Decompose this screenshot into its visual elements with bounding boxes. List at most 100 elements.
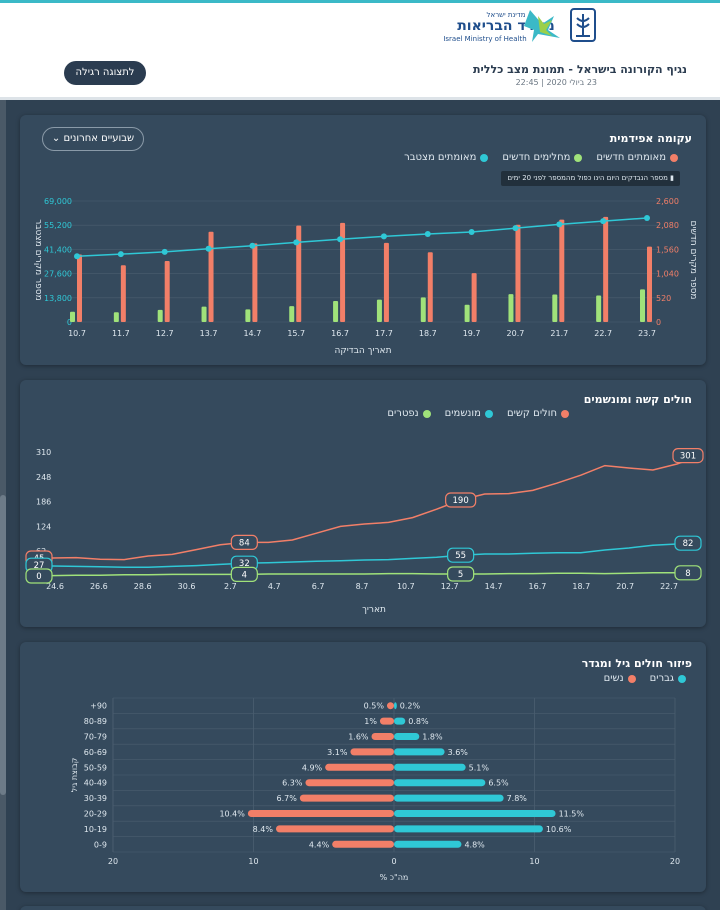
data-label-box	[445, 492, 477, 508]
x-tick-label: 14.7	[485, 582, 503, 591]
legend-item[interactable]: מונשמים	[445, 408, 493, 419]
header-divider	[0, 0, 720, 3]
recovered-bar	[596, 295, 602, 322]
x-tick-label: 20	[670, 857, 680, 866]
data-label: 27	[34, 561, 45, 571]
men-value-label: 10.6%	[546, 825, 572, 834]
panel-title: פיזור חולים גיל ומגדר	[581, 657, 692, 670]
right-tick-label: 0	[656, 318, 661, 327]
men-value-label: 4.8%	[464, 840, 485, 849]
x-tick-label: 22.7	[594, 329, 612, 338]
men-value-label: 3.6%	[448, 748, 469, 757]
regular-view-button[interactable]: לתצוגה רגילה	[64, 61, 146, 85]
age-group-label: 10-19	[84, 825, 107, 834]
period-dropdown-label: שבועיים אחרונים	[63, 133, 135, 144]
recovered-bar	[420, 297, 426, 322]
age-group-label: 30-39	[84, 794, 107, 803]
legend-label: מחלימים חדשים	[502, 152, 571, 163]
cumulative-point	[249, 242, 256, 249]
y-tick-label: 186	[36, 498, 51, 507]
x-tick-label: 14.7	[243, 329, 261, 338]
new-cases-bar	[383, 242, 389, 322]
legend-label: נשים	[603, 673, 624, 684]
data-label: 82	[683, 539, 694, 549]
legend-item[interactable]: חולים קשים	[507, 408, 569, 419]
scrollbar-thumb[interactable]	[0, 495, 6, 795]
legend-item[interactable]: גברים	[650, 673, 686, 684]
cumulative-point	[556, 221, 563, 228]
data-label-box	[447, 547, 475, 563]
y-tick-label: 124	[36, 522, 51, 531]
legend-dot-icon	[627, 674, 636, 683]
new-cases-bar	[77, 254, 82, 322]
women-value-label: 4.4%	[309, 840, 330, 849]
data-label: 4	[242, 570, 247, 580]
legend-label: נפטרים	[387, 408, 419, 419]
men-bar	[394, 825, 543, 833]
cumulative-line	[76, 217, 648, 257]
women-bar	[332, 840, 394, 848]
data-label: 0	[36, 572, 41, 582]
chart-legend: חולים קשים מונשמים נפטרים	[387, 408, 569, 419]
legend-item[interactable]: נשים	[604, 673, 636, 684]
x-tick-label: 10.7	[68, 329, 86, 338]
age-group-label: 50-59	[84, 763, 107, 772]
women-value-label: 1.6%	[348, 733, 369, 742]
men-value-label: 11.5%	[559, 810, 585, 819]
y-tick-label: 310	[36, 448, 51, 457]
right-tick-label: 2,080	[656, 221, 679, 230]
men-bar	[394, 702, 397, 710]
women-bar	[247, 810, 394, 817]
cumulative-point	[117, 251, 124, 258]
cumulative-point	[205, 245, 212, 252]
data-label: 8	[685, 569, 690, 579]
data-label-box	[25, 568, 53, 584]
recovered-bar	[157, 309, 163, 322]
new-cases-bar	[164, 261, 170, 322]
legend-item[interactable]: מאומתים מצטבר	[404, 152, 489, 163]
data-label: 32	[239, 559, 250, 569]
men-value-label: 1.8%	[422, 733, 443, 742]
women-value-label: 10.4%	[219, 810, 245, 819]
women-bar	[379, 717, 394, 725]
x-tick-label: 4.7	[268, 582, 281, 591]
women-value-label: 6.3%	[282, 779, 303, 788]
legend-dot-icon	[484, 409, 493, 418]
state-emblem-icon	[570, 8, 596, 42]
recovered-bar	[508, 294, 514, 322]
new-cases-bar	[427, 252, 433, 322]
chart-legend: גברים נשים	[604, 673, 686, 684]
left-tick-label: 41,400	[44, 245, 72, 254]
recovered-bar	[201, 306, 207, 322]
x-tick-label: 28.6	[134, 582, 152, 591]
new-cases-bar	[340, 222, 346, 322]
data-label: 55	[455, 551, 466, 561]
next-panel-edge	[20, 906, 706, 910]
x-tick-label: 10	[529, 857, 539, 866]
x-tick-label: 18.7	[572, 582, 590, 591]
men-bar	[394, 763, 466, 771]
left-tick-label: 13,800	[44, 294, 72, 303]
data-label-box	[230, 566, 258, 582]
legend-item[interactable]: מחלימים חדשים	[502, 152, 583, 163]
x-tick-label: 13.7	[200, 329, 218, 338]
cumulative-point	[424, 230, 431, 237]
legend-item[interactable]: נפטרים	[387, 408, 431, 419]
recovered-bar	[333, 301, 339, 322]
period-dropdown[interactable]: שבועיים אחרונים ⌄	[42, 127, 144, 151]
legend-label: חולים קשים	[506, 408, 557, 419]
men-value-label: 0.8%	[408, 717, 429, 726]
women-bar	[350, 748, 394, 756]
series-line	[27, 542, 702, 568]
data-label-box	[230, 534, 258, 550]
data-label-box	[672, 447, 704, 464]
x-tick-label: 11.7	[112, 329, 130, 338]
logo-en-text: Israel Ministry of Health	[443, 35, 526, 43]
panel-title: עקומה אפידמית	[609, 132, 692, 145]
legend-item[interactable]: מאומתים חדשים	[596, 152, 678, 163]
new-cases-bar	[252, 243, 258, 322]
cumulative-point	[380, 233, 387, 240]
women-value-label: 4.9%	[302, 763, 323, 772]
data-label-box	[674, 535, 702, 551]
cumulative-point	[337, 236, 344, 243]
